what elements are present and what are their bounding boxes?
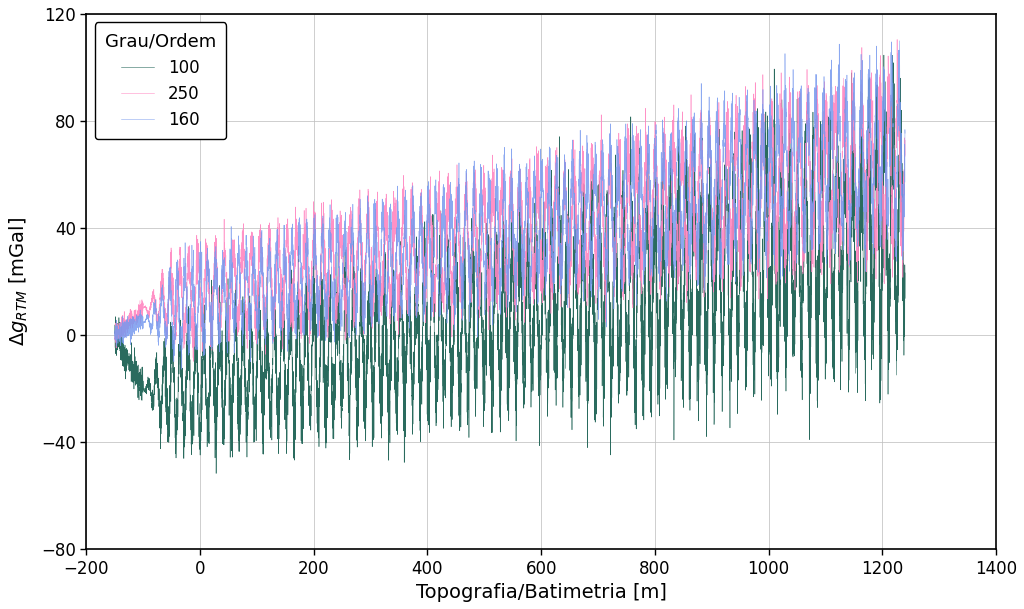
100: [878, 51, 890, 58]
160: [736, 213, 749, 220]
100: [694, 267, 707, 275]
250: [610, 206, 623, 214]
Line: 100: 100: [115, 55, 905, 473]
160: [577, 256, 589, 263]
100: [395, 266, 408, 273]
250: [899, 152, 911, 159]
Legend: 100, 250, 160: 100, 250, 160: [94, 23, 226, 139]
100: [109, 328, 121, 336]
160: [395, 292, 408, 299]
250: [891, 36, 903, 43]
160: [694, 130, 707, 137]
250: [395, 281, 408, 288]
100: [610, 239, 623, 247]
160: [894, 37, 906, 44]
250: [694, 109, 707, 116]
Line: 160: 160: [115, 41, 905, 369]
160: [175, 365, 187, 373]
Line: 250: 250: [115, 40, 905, 361]
100: [736, 223, 749, 230]
100: [210, 470, 222, 477]
X-axis label: Topografia/Batimetria [m]: Topografia/Batimetria [m]: [416, 583, 667, 602]
250: [736, 185, 749, 192]
160: [109, 333, 121, 340]
100: [577, 211, 589, 219]
160: [610, 136, 623, 143]
100: [148, 389, 161, 396]
250: [187, 357, 200, 365]
250: [148, 293, 161, 300]
250: [577, 171, 589, 178]
250: [109, 336, 121, 343]
100: [899, 269, 911, 276]
Y-axis label: $\Delta g_{RTM}$ [mGal]: $\Delta g_{RTM}$ [mGal]: [7, 217, 30, 346]
160: [148, 303, 161, 310]
160: [899, 130, 911, 137]
